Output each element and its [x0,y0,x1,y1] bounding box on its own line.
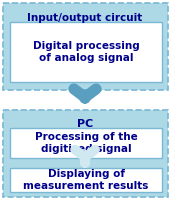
Text: PC: PC [77,119,93,129]
Text: Processing of the
digitized signal: Processing of the digitized signal [35,132,137,154]
Text: Displaying of
measurement results: Displaying of measurement results [23,169,149,191]
Text: Input/output circuit: Input/output circuit [27,13,143,23]
Bar [10,168,162,192]
Bar [10,128,162,158]
Text: Digital processing
of analog signal: Digital processing of analog signal [33,41,139,63]
Bar [10,22,162,82]
Bar [3,3,168,90]
Bar [3,110,168,197]
